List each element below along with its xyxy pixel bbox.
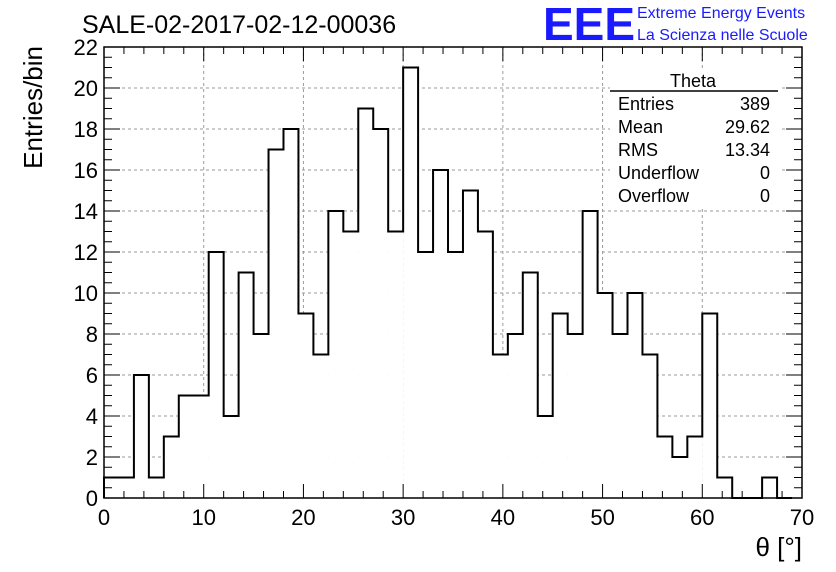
histogram-bar — [687, 436, 703, 498]
histogram-bar — [522, 272, 538, 498]
stats-row-value: 0 — [760, 186, 770, 206]
stats-row-value: 389 — [740, 94, 770, 114]
histogram-bar — [717, 477, 733, 498]
histogram-bar — [373, 129, 389, 498]
histogram-bar — [537, 416, 553, 498]
histogram-bars — [103, 66, 793, 499]
histogram-bar — [238, 272, 254, 498]
histogram-bar — [492, 354, 508, 498]
histogram-bar — [433, 170, 449, 498]
logo-line-1: Extreme Energy Events — [637, 5, 805, 22]
y-tick-label: 6 — [86, 363, 98, 388]
y-tick-label: 4 — [86, 404, 98, 429]
stats-box-name: Theta — [670, 71, 717, 91]
x-tick-label: 30 — [391, 505, 415, 530]
stats-row-label: RMS — [618, 140, 658, 160]
y-tick-label: 20 — [74, 76, 98, 101]
y-tick-label: 2 — [86, 445, 98, 470]
stats-row-label: Entries — [618, 94, 674, 114]
histogram-bar — [672, 457, 688, 498]
histogram-bar — [133, 375, 149, 498]
stats-row-label: Mean — [618, 117, 663, 137]
chart-title: SALE-02-2017-02-12-00036 — [82, 11, 396, 39]
histogram-bar — [597, 293, 613, 498]
y-tick-labels: 0 2 4 6 8 10 12 14 16 18 20 22 — [74, 35, 98, 511]
histogram-bar — [642, 354, 658, 498]
y-tick-label: 16 — [74, 158, 98, 183]
stats-rows: Entries 389 Mean 29.62 RMS 13.34 Underflow 0 Ove… — [618, 94, 770, 206]
stats-row-value: 0 — [760, 163, 770, 183]
histogram-bar — [762, 477, 778, 498]
histogram-bar — [328, 211, 344, 498]
histogram-bar — [702, 313, 718, 498]
eee-logo: EEE Extreme Energy Events La Scienza nel… — [543, 0, 808, 50]
histogram-bar — [448, 252, 463, 498]
histogram-bar — [298, 313, 314, 498]
histogram-bar — [403, 67, 419, 498]
y-tick-label: 10 — [74, 281, 98, 306]
y-tick-label: 8 — [86, 322, 98, 347]
stats-row-label: Underflow — [618, 163, 700, 183]
histogram-bar — [313, 354, 329, 498]
logo-line-2: La Scienza nelle Scuole — [637, 27, 808, 44]
histogram-bar — [223, 416, 239, 498]
x-tick-label: 60 — [690, 505, 714, 530]
x-axis-label: θ [°] — [755, 532, 802, 562]
histogram-bar — [178, 395, 194, 498]
x-tick-label: 50 — [590, 505, 614, 530]
histogram-bar — [462, 190, 478, 498]
histogram-bar — [567, 334, 583, 498]
x-tick-label: 0 — [98, 505, 110, 530]
histogram-bar — [148, 477, 164, 498]
histogram-bar — [118, 477, 134, 498]
x-tick-label: 10 — [191, 505, 215, 530]
histogram-bar — [507, 334, 523, 498]
x-tick-label: 40 — [491, 505, 515, 530]
logo-mark: EEE — [543, 0, 635, 50]
stats-row-value: 13.34 — [725, 140, 770, 160]
y-tick-label: 12 — [74, 240, 98, 265]
stats-box: Theta Entries 389 Mean 29.62 RMS 13.34 Underfl… — [610, 68, 780, 208]
histogram-bar — [283, 129, 299, 498]
histogram-outline — [103, 66, 793, 499]
y-tick-label: 0 — [86, 486, 98, 511]
histogram-bar — [253, 334, 269, 498]
histogram-bar — [477, 231, 493, 498]
stats-row-value: 29.62 — [725, 117, 770, 137]
histogram-bar — [193, 395, 209, 498]
y-tick-label: 18 — [74, 117, 98, 142]
histogram-bar — [657, 436, 673, 498]
histogram-bar — [552, 313, 568, 498]
x-tick-label: 20 — [291, 505, 315, 530]
histogram-bar — [612, 334, 628, 498]
y-tick-label: 14 — [74, 199, 98, 224]
histogram-bar — [163, 436, 179, 498]
histogram-bar — [343, 231, 359, 498]
histogram-bar — [208, 252, 224, 498]
histogram-bar — [582, 211, 598, 498]
stats-row-label: Overflow — [618, 186, 690, 206]
histogram-bar — [418, 252, 434, 498]
histogram-bar — [358, 108, 374, 498]
axes — [103, 46, 803, 499]
y-tick-label: 22 — [74, 35, 98, 60]
x-tick-label: 70 — [790, 505, 814, 530]
y-axis-label: Entries/bin — [18, 46, 48, 169]
histogram-bar — [268, 149, 284, 498]
histogram-bar — [627, 293, 643, 498]
x-tick-labels: 0 10 20 30 40 50 60 70 — [98, 505, 814, 530]
histogram-bar — [388, 231, 404, 498]
